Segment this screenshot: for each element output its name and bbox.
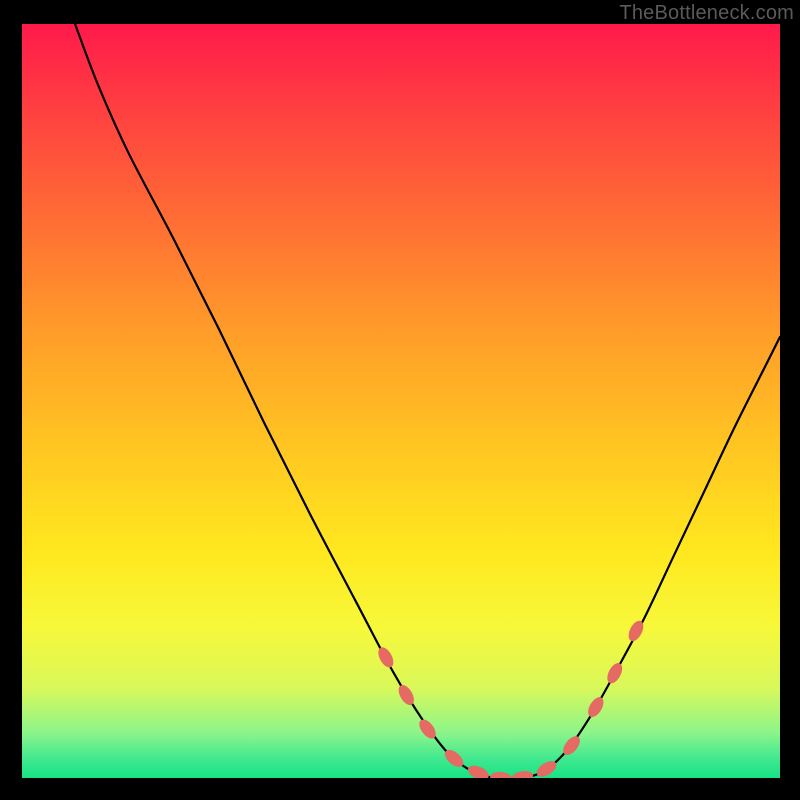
bottleneck-curve-chart bbox=[0, 0, 800, 800]
gradient-background bbox=[22, 24, 780, 778]
chart-frame: TheBottleneck.com bbox=[0, 0, 800, 800]
watermark-text: TheBottleneck.com bbox=[619, 2, 794, 25]
